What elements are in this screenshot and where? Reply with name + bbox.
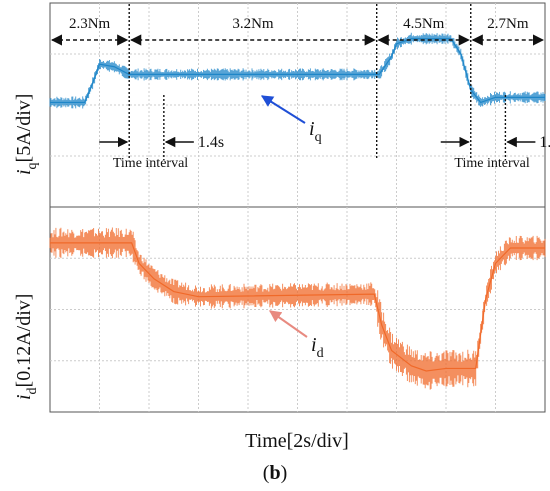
iq-series-label: iq — [309, 118, 322, 145]
figure-label: (b) — [263, 462, 287, 484]
x-axis-label: Time[2s/div] — [245, 430, 349, 452]
ripple-path — [49, 227, 546, 390]
torque-annotations: 2.3Nm 3.2Nm 4.5Nm 2.7Nm — [50, 4, 545, 160]
id-series-label: id — [311, 334, 324, 361]
id-y-axis-label: id[0.12A/div] — [13, 294, 40, 400]
interval-label: Time interval — [454, 156, 529, 171]
torque-segment-label: 3.2Nm — [232, 16, 274, 32]
iq-y-axis-label: iq[5A/div] — [13, 94, 40, 175]
interval-value: 1.6s — [539, 134, 550, 151]
interval-label: Time interval — [113, 156, 188, 171]
id-label-arrow — [269, 310, 308, 338]
id-series-ripple — [49, 227, 546, 390]
iq-label-arrow — [260, 95, 306, 124]
torque-segment-label: 2.3Nm — [69, 16, 111, 32]
torque-segment-label: 4.5Nm — [403, 16, 445, 32]
time-interval-annotations: 1.4s Time interval 1.6s Time interval — [99, 95, 550, 171]
interval-value: 1.4s — [198, 134, 224, 151]
torque-segment-label: 2.7Nm — [487, 16, 529, 32]
id-panel: id id[0.12A/div] — [13, 206, 546, 413]
